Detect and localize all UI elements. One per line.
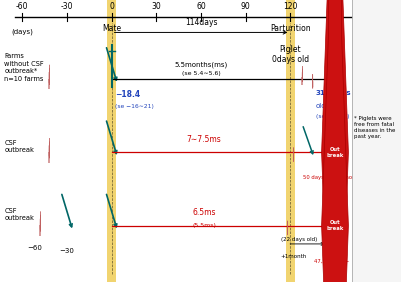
Text: * Piglets were
free from fatal
diseases in the
past year.: * Piglets were free from fatal diseases …	[353, 116, 395, 139]
Bar	[107, 0, 116, 282]
Text: Piglet
mortality
rate
30.4%
(7/23): Piglet mortality rate 30.4% (7/23)	[353, 197, 382, 227]
Text: 120: 120	[282, 2, 297, 11]
Text: Out
break: Out break	[326, 147, 343, 158]
Text: 7∼7.5ms: 7∼7.5ms	[186, 135, 221, 144]
Text: 50 days → first mortality: 50 days → first mortality	[302, 175, 367, 180]
Text: 47,51 days ∼: 47,51 days ∼	[314, 259, 349, 265]
Text: 180: 180	[372, 2, 386, 11]
Text: (days): (days)	[11, 28, 33, 35]
Polygon shape	[321, 0, 348, 282]
Text: CSF
outbreak: CSF outbreak	[4, 208, 34, 221]
Text: Mate: Mate	[102, 24, 121, 33]
Text: +1month: +1month	[279, 254, 306, 259]
Polygon shape	[321, 0, 348, 282]
Text: 30: 30	[151, 2, 161, 11]
Bar	[285, 0, 294, 282]
Text: old: old	[315, 103, 326, 109]
Text: Farms
without CSF
outbreak*
n=10 farms: Farms without CSF outbreak* n=10 farms	[4, 53, 44, 82]
Text: −60: −60	[27, 245, 42, 251]
Text: 150: 150	[327, 2, 341, 11]
Text: 31.5days: 31.5days	[315, 90, 350, 96]
Text: Piglet: Piglet	[279, 45, 300, 54]
Text: 0days old: 0days old	[271, 55, 308, 64]
Text: −30: −30	[59, 248, 74, 254]
Text: (se 5.4∼5.6): (se 5.4∼5.6)	[181, 71, 220, 76]
Text: Out
break: Out break	[326, 220, 343, 231]
Text: -30: -30	[61, 2, 73, 11]
Text: (5.5ms): (5.5ms)	[192, 223, 215, 228]
Text: (se −16∼21): (se −16∼21)	[114, 104, 153, 109]
Text: 6.5ms: 6.5ms	[192, 208, 215, 217]
Text: 60: 60	[196, 2, 205, 11]
Text: −18.4: −18.4	[114, 90, 140, 99]
Text: 114days: 114days	[184, 18, 217, 27]
Text: 5.5months(ms): 5.5months(ms)	[174, 61, 227, 68]
Text: -60: -60	[16, 2, 28, 11]
Text: 0: 0	[109, 2, 114, 11]
Text: (22 days old): (22 days old)	[280, 237, 317, 242]
Text: Parturition: Parturition	[269, 24, 310, 33]
Text: 90: 90	[240, 2, 250, 11]
FancyBboxPatch shape	[351, 0, 401, 282]
Text: (se 30∼34): (se 30∼34)	[315, 114, 348, 119]
Text: CSF
outbreak: CSF outbreak	[4, 140, 34, 153]
Text: Piglet
mortalityr
ate
85.7%
(18/21): Piglet mortalityr ate 85.7% (18/21)	[353, 124, 385, 154]
